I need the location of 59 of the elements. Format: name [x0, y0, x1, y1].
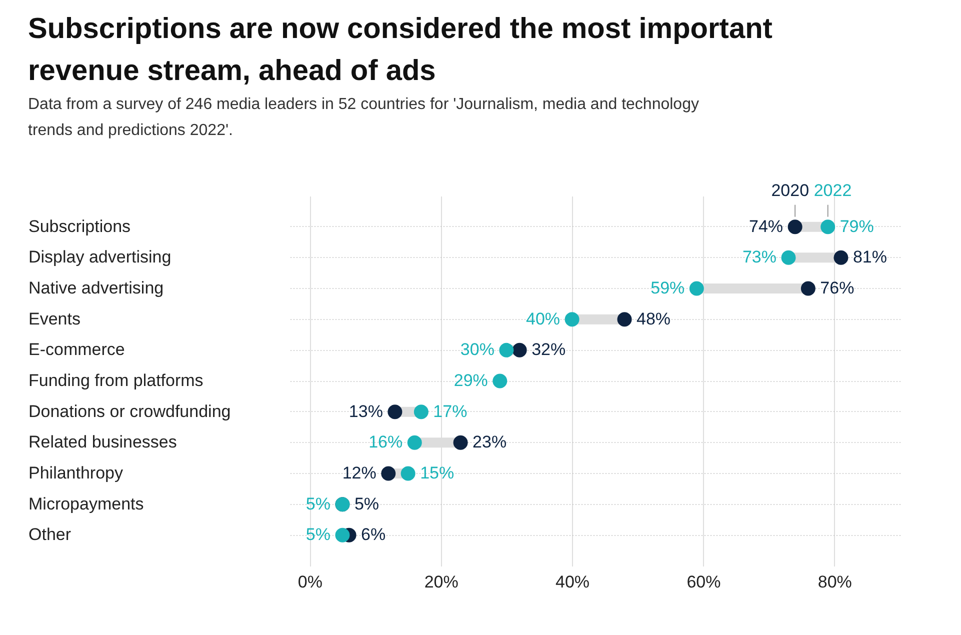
data-label: 79%	[840, 216, 874, 236]
data-label: 16%	[368, 432, 403, 452]
x-tick-label: 0%	[298, 572, 322, 592]
data-label: 32%	[532, 340, 566, 360]
point	[400, 466, 416, 481]
point	[335, 528, 350, 542]
y-tick-label: Donations or crowdfunding	[28, 402, 231, 421]
x-tick-label: 60%	[686, 572, 721, 592]
data-label: 59%	[650, 278, 685, 298]
point	[689, 281, 704, 296]
data-label: 15%	[420, 464, 454, 482]
point	[788, 220, 802, 234]
point	[407, 435, 422, 450]
data-label: 73%	[742, 248, 776, 267]
data-label: 5%	[306, 525, 330, 544]
point	[381, 466, 396, 481]
point	[617, 312, 632, 327]
point	[834, 250, 848, 265]
chart-title: Subscriptions are now considered the most important revenue stream, ahead of ads	[28, 12, 773, 87]
point	[388, 404, 402, 420]
data-label: 40%	[526, 309, 560, 328]
data-label: 12%	[342, 464, 376, 482]
series-label: 2020	[771, 180, 810, 200]
point	[453, 435, 468, 450]
data-label: 81%	[852, 248, 887, 267]
x-tick-label: 80%	[818, 572, 852, 592]
data-label: 29%	[454, 371, 488, 390]
data-label: 13%	[348, 402, 383, 421]
point	[800, 281, 816, 296]
x-tick-label: 40%	[556, 572, 590, 592]
point	[499, 342, 514, 358]
y-tick-label: Related businesses	[28, 432, 177, 452]
point	[564, 312, 580, 327]
data-label: 74%	[749, 216, 784, 236]
data-label: 76%	[820, 278, 854, 298]
data-label: 23%	[472, 432, 507, 452]
y-tick-label: E-commerce	[28, 340, 125, 360]
chart-subtitle: Data from a survey of 246 media leaders in 52 countries for 'Journalism, media and technology trends and predictions 2022'.	[28, 96, 699, 139]
point	[512, 342, 527, 358]
y-tick-label: Funding from platforms	[28, 371, 204, 390]
data-label: 5%	[306, 494, 330, 514]
point	[820, 220, 836, 234]
point	[414, 404, 428, 420]
data-label: 17%	[433, 402, 468, 421]
data-label: 6%	[361, 525, 386, 544]
y-tick-label: Events	[28, 309, 80, 328]
y-tick-label: Philanthropy	[28, 464, 124, 482]
y-tick-label: Micropayments	[28, 494, 144, 514]
point	[781, 250, 796, 265]
y-tick-label: Subscriptions	[28, 216, 131, 236]
y-tick-label: Other	[28, 525, 72, 544]
data-label: 5%	[354, 494, 380, 514]
data-label: 30%	[460, 340, 494, 360]
series-label: 2022	[814, 180, 852, 200]
y-tick-label: Display advertising	[28, 248, 172, 267]
data-label: 48%	[636, 309, 671, 328]
y-tick-label: Native advertising	[28, 278, 164, 298]
x-tick-label: 20%	[424, 572, 458, 592]
point	[492, 374, 508, 388]
